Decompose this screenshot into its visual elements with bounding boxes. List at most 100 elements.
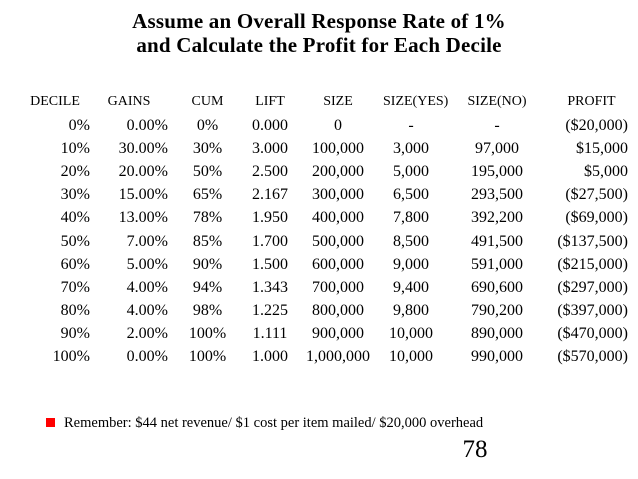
table-cell: 97,000 bbox=[475, 139, 519, 157]
title-line-1: Assume an Overall Response Rate of 1% bbox=[132, 9, 506, 33]
table-cell: ($397,000) bbox=[557, 302, 628, 320]
table-cell: 591,000 bbox=[471, 255, 523, 273]
footnote-text: Remember: $44 net revenue/ $1 cost per i… bbox=[64, 415, 484, 431]
table-cell: 800,000 bbox=[312, 302, 364, 320]
table-cell: 293,500 bbox=[471, 186, 523, 204]
table-cell: 80% bbox=[60, 302, 90, 320]
table-cell: 4.00% bbox=[126, 302, 168, 320]
table-cell: 40% bbox=[60, 209, 90, 227]
table-cell: ($27,500) bbox=[565, 186, 628, 204]
table-cell: 9,000 bbox=[393, 255, 429, 273]
table-cell: $5,000 bbox=[584, 162, 628, 180]
table-cell: 900,000 bbox=[312, 325, 364, 343]
table-header-row: DECILE GAINS CUM LIFT SIZE SIZE(YES) SIZE(NO) P… bbox=[20, 90, 628, 114]
table-cell: 0.000 bbox=[252, 116, 288, 134]
table-cell: 9,800 bbox=[393, 302, 429, 320]
table-cell: ($470,000) bbox=[557, 325, 628, 343]
table-cell: 10,000 bbox=[389, 348, 433, 366]
table-cell: 0 bbox=[334, 116, 342, 134]
column-header-lift: LIFT bbox=[255, 94, 285, 109]
table-row: 60% 5.00% 90% 1.500 600,000 9,000 591,000 ($215… bbox=[20, 253, 628, 276]
footnote: Remember: $44 net revenue/ $1 cost per i… bbox=[46, 415, 483, 431]
table-cell: ($215,000) bbox=[557, 255, 628, 273]
column-header-size: SIZE bbox=[323, 94, 353, 109]
table-cell: 0% bbox=[68, 116, 90, 134]
table-cell: ($297,000) bbox=[557, 278, 628, 296]
table-cell: ($570,000) bbox=[557, 348, 628, 366]
table-row: 10% 30.00% 30% 3.000 100,000 3,000 97,000 $15,0… bbox=[20, 137, 628, 160]
table-cell: 94% bbox=[192, 278, 223, 296]
table-cell: 20.00% bbox=[118, 162, 168, 180]
table-row: 70% 4.00% 94% 1.343 700,000 9,400 690,600 ($297… bbox=[20, 276, 628, 299]
column-header-decile: DECILE bbox=[30, 94, 80, 109]
table-row: 90% 2.00% 100% 1.111 900,000 10,000 890,000 ($4… bbox=[20, 323, 628, 346]
table-cell: 13.00% bbox=[118, 209, 168, 227]
table-cell: 392,200 bbox=[471, 209, 523, 227]
table-cell: 195,000 bbox=[471, 162, 523, 180]
table-cell: - bbox=[408, 116, 414, 134]
table-cell: ($20,000) bbox=[565, 116, 628, 134]
table-cell: 300,000 bbox=[312, 186, 364, 204]
table-cell: 2.167 bbox=[252, 186, 288, 204]
table-cell: 200,000 bbox=[312, 162, 364, 180]
table-row: 40% 13.00% 78% 1.950 400,000 7,800 392,200 ($69… bbox=[20, 207, 628, 230]
table-cell: 6,500 bbox=[393, 186, 429, 204]
table-cell: 700,000 bbox=[312, 278, 364, 296]
table-cell: 98% bbox=[192, 302, 223, 320]
table-row: 30% 15.00% 65% 2.167 300,000 6,500 293,500 ($27… bbox=[20, 184, 628, 207]
table-cell: 500,000 bbox=[312, 232, 364, 250]
table-cell: 100,000 bbox=[312, 139, 364, 157]
table-cell: 10% bbox=[60, 139, 90, 157]
table-cell: 1.225 bbox=[252, 302, 288, 320]
table-cell: 3.000 bbox=[252, 139, 288, 157]
table-cell: 8,500 bbox=[393, 232, 429, 250]
table-cell: 1.950 bbox=[252, 209, 288, 227]
table-cell: 7,800 bbox=[393, 209, 429, 227]
table-cell: 890,000 bbox=[471, 325, 523, 343]
table-cell: 50% bbox=[192, 162, 223, 180]
table-cell: 3,000 bbox=[393, 139, 429, 157]
table-cell: 690,600 bbox=[471, 278, 523, 296]
table-cell: 990,000 bbox=[471, 348, 523, 366]
decile-table: DECILE GAINS CUM LIFT SIZE SIZE(YES) SIZE(NO) P… bbox=[20, 90, 628, 369]
table-cell: - bbox=[494, 116, 500, 134]
table-cell: 65% bbox=[192, 186, 223, 204]
table-cell: 30% bbox=[60, 186, 90, 204]
table-cell: 790,200 bbox=[471, 302, 523, 320]
table-row: 0% 0.00% 0% 0.000 0 - - ($20,000) bbox=[20, 114, 628, 137]
column-header-gains: GAINS bbox=[107, 94, 151, 109]
table-row: 50% 7.00% 85% 1.700 500,000 8,500 491,500 ($137… bbox=[20, 230, 628, 253]
table-cell: 90% bbox=[60, 325, 90, 343]
page-number: 78 bbox=[462, 436, 488, 463]
table-cell: 1.500 bbox=[252, 255, 288, 273]
column-header-cum: CUM bbox=[191, 94, 224, 109]
table-cell: 100% bbox=[188, 325, 227, 343]
table-cell: 2.00% bbox=[126, 325, 168, 343]
table-cell: ($137,500) bbox=[557, 232, 628, 250]
table-cell: 70% bbox=[60, 278, 90, 296]
table-cell: 0.00% bbox=[126, 116, 168, 134]
table-cell: 5.00% bbox=[126, 255, 168, 273]
table-cell: 20% bbox=[60, 162, 90, 180]
table-cell: 50% bbox=[60, 232, 90, 250]
table-row: 80% 4.00% 98% 1.225 800,000 9,800 790,200 ($397… bbox=[20, 300, 628, 323]
table-cell: 1.111 bbox=[252, 325, 288, 343]
bullet-square-icon bbox=[46, 418, 55, 427]
table-cell: $15,000 bbox=[576, 139, 628, 157]
table-cell: 30% bbox=[192, 139, 223, 157]
table-cell: 15.00% bbox=[118, 186, 168, 204]
column-header-size-yes: SIZE(YES) bbox=[383, 94, 449, 109]
table-cell: 0% bbox=[196, 116, 219, 134]
table-cell: 1.700 bbox=[252, 232, 288, 250]
table-cell: 491,500 bbox=[471, 232, 523, 250]
table-cell: 85% bbox=[192, 232, 223, 250]
table-cell: 0.00% bbox=[126, 348, 168, 366]
table-cell: 2.500 bbox=[252, 162, 288, 180]
table-cell: 7.00% bbox=[126, 232, 168, 250]
slide-title: Assume an Overall Response Rate of 1% an… bbox=[0, 9, 638, 57]
table-cell: 600,000 bbox=[312, 255, 364, 273]
table-cell: 10,000 bbox=[389, 325, 433, 343]
table-cell: 5,000 bbox=[393, 162, 429, 180]
column-header-profit: PROFIT bbox=[567, 94, 616, 109]
